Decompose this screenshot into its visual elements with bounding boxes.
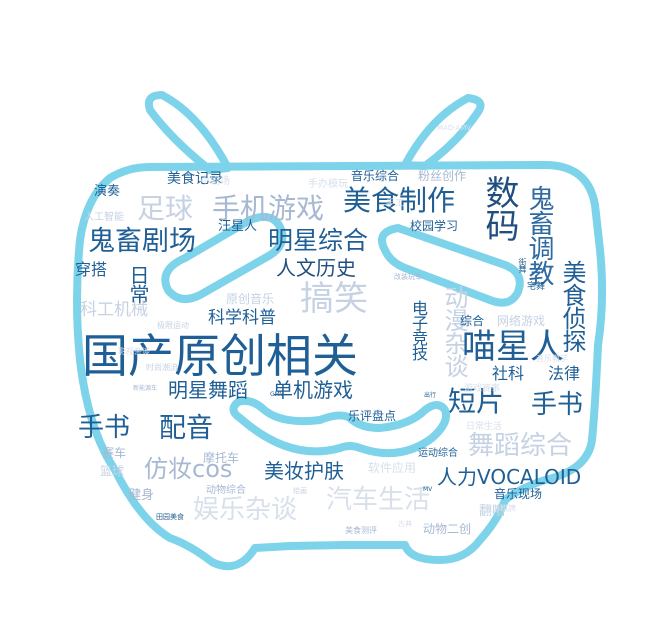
word-cloud-term: 翻唱 <box>479 504 506 519</box>
word-cloud-term: 仿妆cos <box>144 455 233 483</box>
word-cloud-term: 宅舞 <box>527 282 546 292</box>
word-cloud-term: 健身 <box>128 488 155 503</box>
word-cloud-term: 日常生活 <box>466 422 503 432</box>
word-cloud-term: 时尚潮流 <box>146 363 178 372</box>
word-cloud-term: 小剧场 <box>200 176 230 187</box>
word-cloud-term: 人力VOCALOID <box>437 465 582 489</box>
word-cloud-term: 日常 <box>126 265 150 303</box>
word-cloud-term: 美食测评 <box>345 526 377 535</box>
word-cloud-term: 科工机械 <box>80 300 148 320</box>
word-cloud-term: 美食记录 <box>167 171 223 187</box>
left-eye-outline <box>161 213 287 303</box>
word-cloud-term: 动物二创 <box>423 522 472 536</box>
word-cloud-term: 粉丝创作 <box>418 169 467 183</box>
word-cloud-term: 手办模玩 <box>308 179 348 190</box>
word-cloud-term: 法律 <box>548 364 581 383</box>
word-cloud-term: 国产原创相关 <box>82 329 358 383</box>
word-cloud-term: 音乐现场 <box>494 487 543 501</box>
word-cloud-term: 手工 <box>386 199 405 209</box>
right-ear-outline <box>401 94 485 170</box>
word-cloud-term: 影视杂谈 <box>118 347 150 356</box>
word-cloud-term: 绘画 <box>293 487 307 495</box>
word-cloud-term: 游戏赛事 <box>464 384 501 394</box>
word-cloud-term: 短片 <box>448 385 505 418</box>
word-cloud-term: 明星舞蹈 <box>168 378 248 402</box>
word-cloud-term: 舞蹈综合 <box>468 431 573 461</box>
word-cloud-term: 赛车 <box>102 446 127 460</box>
word-cloud-term: 乐评盘点 <box>348 409 397 423</box>
word-cloud-term: 配音 <box>159 413 213 444</box>
word-cloud-term: GMV <box>270 391 284 398</box>
word-cloud-term: 摩托车 <box>203 451 240 465</box>
left-ear-outline <box>144 91 232 174</box>
tv-body-outline <box>73 161 607 571</box>
word-cloud-term: 音乐综合 <box>351 169 400 183</box>
word-cloud-term: 动物综合 <box>206 485 246 496</box>
word-cloud-term: 电子竞技 <box>409 300 428 360</box>
word-cloud-term: 数码 <box>479 175 519 241</box>
word-cloud-term: 手机游戏 <box>212 192 325 225</box>
word-cloud-term: 美食侦探 <box>558 260 586 352</box>
word-cloud-term: 原创音乐 <box>226 292 275 306</box>
word-cloud-term: 动漫杂谈 <box>440 285 468 377</box>
word-cloud-term: 手书 <box>531 390 584 420</box>
word-cloud-term: 单机游戏 <box>273 378 353 402</box>
word-cloud-term: 古典 <box>398 520 412 528</box>
right-eye-outline <box>378 224 524 307</box>
word-cloud-term: 穿搭 <box>75 260 108 279</box>
word-cloud-term: 人工智能 <box>84 212 124 223</box>
word-cloud-term: 新能源车 <box>133 385 158 392</box>
word-cloud-term: 桌游棋牌 <box>484 504 516 513</box>
word-cloud-term: 改装玩车 <box>394 273 422 281</box>
word-cloud-term: 人文历史 <box>276 256 356 280</box>
word-cloud-term: 篮球 <box>100 464 125 478</box>
word-cloud-term: 综合 <box>460 314 485 328</box>
word-cloud-term: 音乐教学 <box>536 354 568 363</box>
word-cloud-term: 网络游戏 <box>497 314 546 328</box>
word-cloud-term: 演奏 <box>94 184 121 199</box>
word-cloud-term: 鬼畜调教 <box>524 185 554 285</box>
word-cloud-term: 明星综合 <box>268 226 369 255</box>
word-cloud-term: 科学科普 <box>208 308 276 328</box>
word-cloud-term: 汽车生活 <box>326 485 431 515</box>
word-cloud-term: 出行 <box>424 392 437 399</box>
word-cloud-term: 运动综合 <box>418 448 458 459</box>
word-cloud-term: MV <box>423 486 433 493</box>
word-cloud-term: 喵星人 <box>462 327 564 367</box>
word-cloud-term: 美食制作 <box>343 184 456 217</box>
word-cloud-term: 汪星人 <box>218 219 258 234</box>
word-cloud-term: 田园美食 <box>156 513 184 521</box>
word-cloud-term: 手书 <box>78 413 131 443</box>
word-cloud-term: 极限运动 <box>157 321 189 330</box>
word-cloud-term: MAD·AMV <box>437 124 472 132</box>
word-cloud-term: 社科 <box>492 364 525 383</box>
word-cloud-term: 足球 <box>137 192 194 225</box>
word-cloud-term: 娱乐杂谈 <box>193 495 298 525</box>
word-cloud-term: 街舞 <box>518 258 527 272</box>
word-cloud-term: 校园学习 <box>410 219 459 233</box>
mouth-outline <box>229 396 451 458</box>
word-cloud-term: 鬼畜剧场 <box>88 226 196 257</box>
word-cloud-term: 软件应用 <box>368 461 417 475</box>
word-cloud-term: 美妆护肤 <box>264 459 344 483</box>
word-cloud-term: 搞笑 <box>300 279 368 319</box>
